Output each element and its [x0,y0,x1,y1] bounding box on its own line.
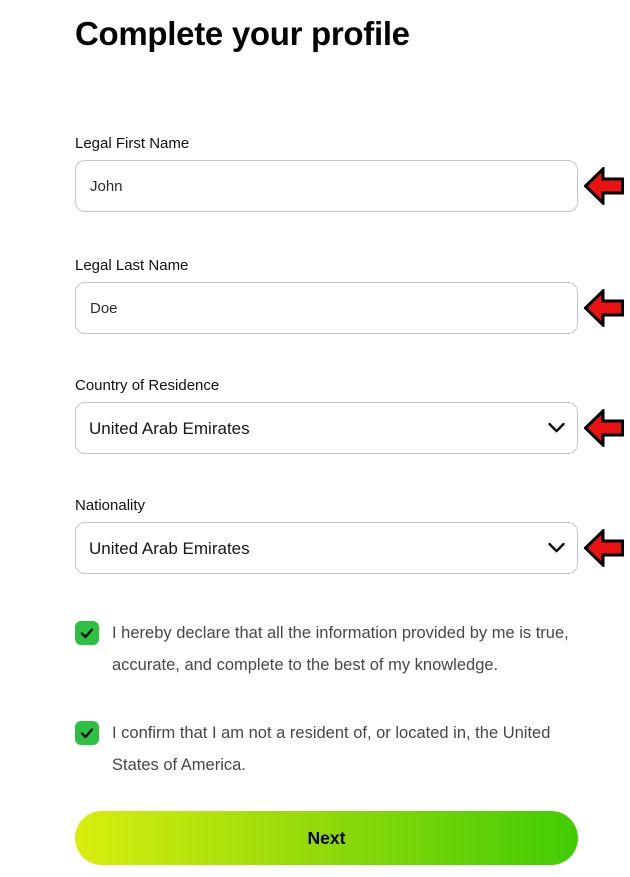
nationality-control: United Arab Emirates [75,522,624,574]
legal-last-name-label: Legal Last Name [75,257,189,274]
country-of-residence-control: United Arab Emirates [75,402,624,454]
country-of-residence-select[interactable]: United Arab Emirates [75,402,578,454]
next-button[interactable]: Next [75,811,578,865]
legal-last-name-control [75,282,624,334]
annotation-arrow-icon [584,289,624,327]
declaration-accuracy-text: I hereby declare that all the informatio… [112,624,569,674]
page-title: Complete your profile [75,15,410,52]
declaration-accuracy-checkbox[interactable] [75,621,99,645]
declaration-residency-checkbox[interactable] [75,721,99,745]
check-icon [80,628,94,639]
form-content: Complete your profile Legal First Name L… [75,0,624,865]
legal-first-name-label: Legal First Name [75,135,190,152]
declaration-accuracy-row: I hereby declare that all the informatio… [75,617,578,681]
annotation-arrow-icon [584,529,624,567]
check-icon [80,728,94,739]
annotation-arrow-icon [584,167,624,205]
legal-last-name-input[interactable] [75,282,578,334]
field-country-of-residence: Country of Residence United Arab Emirate… [75,377,624,454]
legal-first-name-input[interactable] [75,160,578,212]
field-legal-first-name: Legal First Name [75,135,624,212]
field-legal-last-name: Legal Last Name [75,257,624,334]
nationality-select[interactable]: United Arab Emirates [75,522,578,574]
nationality-label: Nationality [75,497,146,514]
declaration-residency-row: I confirm that I am not a resident of, o… [75,717,578,781]
legal-first-name-control [75,160,624,212]
field-nationality: Nationality United Arab Emirates [75,497,624,574]
declaration-residency-text: I confirm that I am not a resident of, o… [112,724,551,774]
annotation-arrow-icon [584,409,624,447]
country-of-residence-label: Country of Residence [75,377,220,394]
